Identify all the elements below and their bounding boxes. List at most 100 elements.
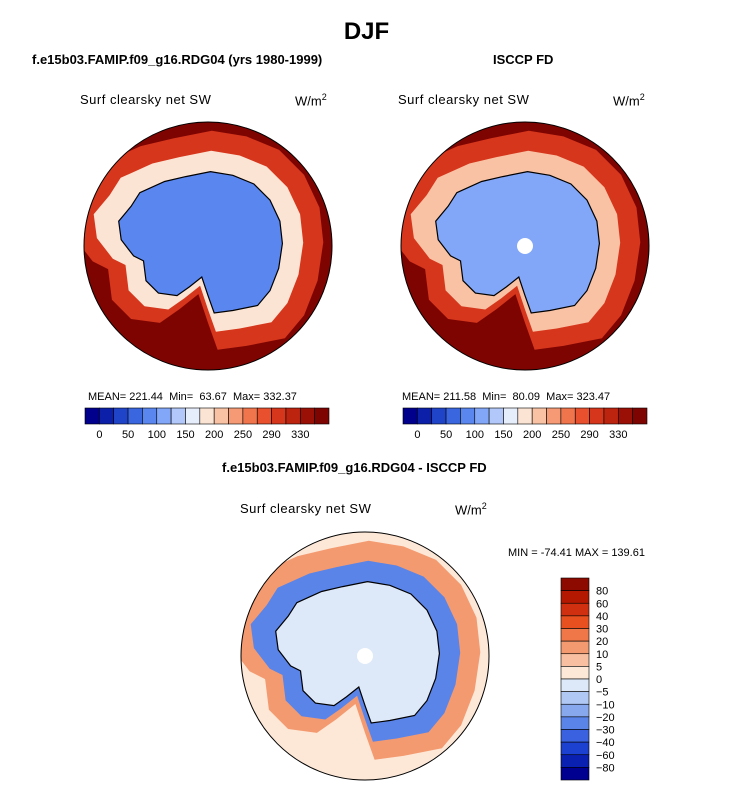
colorbar-tick-label: 20 bbox=[596, 636, 608, 648]
colorbar-tick-label: −40 bbox=[596, 737, 615, 749]
pole-hole bbox=[357, 648, 373, 664]
colorbar-swatch bbox=[517, 407, 533, 425]
colorbar-tick-label: −30 bbox=[596, 725, 615, 737]
colorbar-swatch bbox=[560, 640, 590, 655]
colorbar-tick-label: 250 bbox=[234, 429, 252, 441]
colorbar-tick-label: 0 bbox=[596, 674, 602, 686]
colorbar-swatch bbox=[589, 407, 605, 425]
colorbar-swatch bbox=[546, 407, 562, 425]
pole-hole bbox=[517, 238, 533, 254]
panel1-max: 332.37 bbox=[263, 391, 297, 403]
colorbar-swatch bbox=[560, 703, 590, 718]
colorbar-swatch bbox=[256, 407, 272, 425]
colorbar-swatch bbox=[560, 615, 590, 629]
colorbar-swatch bbox=[474, 407, 490, 425]
colorbar-tick-label: 50 bbox=[122, 429, 134, 441]
coastline bbox=[435, 170, 601, 314]
colorbar-swatch bbox=[228, 407, 244, 425]
colorbar-swatch bbox=[560, 754, 590, 768]
colorbar-swatch bbox=[271, 407, 287, 425]
colorbar-tick-label: 290 bbox=[262, 429, 280, 441]
colorbar-swatch bbox=[560, 729, 590, 743]
colorbar-tick-label: −20 bbox=[596, 712, 615, 724]
colorbar-swatch bbox=[560, 691, 590, 705]
colorbar-tick-label: 100 bbox=[466, 429, 484, 441]
colorbar-tick-label: 80 bbox=[596, 586, 608, 598]
colorbar-tick-label: 40 bbox=[596, 611, 608, 623]
colorbar-swatch bbox=[531, 407, 547, 425]
colorbar-tick-label: −5 bbox=[596, 687, 609, 699]
colorbar-swatch bbox=[560, 628, 590, 642]
colorbar-tick-label: −10 bbox=[596, 699, 615, 711]
panel1-stats: MEAN= 221.44 Min= 63.67 Max= 332.37 bbox=[88, 391, 297, 403]
map-boundary bbox=[83, 121, 333, 371]
colorbar-swatch bbox=[617, 407, 633, 425]
coastline bbox=[118, 170, 284, 314]
colorbar-swatch bbox=[127, 407, 143, 425]
colorbar-swatch bbox=[185, 407, 201, 425]
colorbar-swatch bbox=[213, 407, 229, 425]
colorbar-tick-label: 150 bbox=[494, 429, 512, 441]
colorbar-tick-label: 5 bbox=[596, 661, 602, 673]
colorbar-swatch bbox=[560, 577, 590, 591]
colorbar-swatch bbox=[632, 407, 648, 425]
colorbar-tick-label: 290 bbox=[580, 429, 598, 441]
polar-map-3 bbox=[241, 532, 489, 780]
panel2-title: ISCCP FD bbox=[493, 52, 554, 67]
colorbar-swatch bbox=[170, 407, 186, 425]
colorbar-swatch bbox=[156, 407, 172, 425]
colorbar-tick-label: 200 bbox=[205, 429, 223, 441]
colorbar-swatch bbox=[299, 407, 315, 425]
colorbar-swatch bbox=[445, 407, 461, 425]
colorbar-swatch bbox=[560, 602, 590, 617]
colorbar-swatch bbox=[142, 407, 158, 425]
panel1-units: W/m2 bbox=[295, 92, 327, 109]
page-title: DJF bbox=[343, 18, 390, 45]
colorbar-tick-label: 100 bbox=[148, 429, 166, 441]
colorbar-swatch bbox=[84, 407, 100, 425]
panel2-variable: Surf clearsky net SW bbox=[398, 92, 530, 107]
panel3-title: f.e15b03.FAMIP.f09_g16.RDG04 - ISCCP FD bbox=[222, 460, 487, 475]
colorbar-tick-label: 200 bbox=[523, 429, 541, 441]
colorbar-tick-label: 0 bbox=[96, 429, 102, 441]
colorbar-tick-label: 330 bbox=[291, 429, 309, 441]
colorbar-swatch bbox=[560, 666, 590, 680]
colorbar-tick-label: −60 bbox=[596, 750, 615, 762]
colorbar-swatch bbox=[431, 407, 447, 425]
panel2-min: 80.09 bbox=[512, 391, 541, 403]
panel2-units: W/m2 bbox=[613, 92, 645, 109]
colorbar-tick-label: 250 bbox=[552, 429, 570, 441]
colorbar-swatch bbox=[285, 407, 301, 425]
colorbar-swatch bbox=[560, 590, 590, 604]
colorbar-tick-label: 50 bbox=[440, 429, 452, 441]
colorbar-tick-label: 60 bbox=[596, 598, 608, 610]
colorbar-swatch bbox=[113, 407, 129, 425]
colorbar-swatch bbox=[417, 407, 433, 425]
colorbar-swatch bbox=[199, 407, 215, 425]
colorbar-tick-label: 30 bbox=[596, 624, 608, 636]
coastline bbox=[275, 580, 441, 724]
colorbar-swatch bbox=[488, 407, 504, 425]
panel1-variable: Surf clearsky net SW bbox=[80, 92, 212, 107]
panel3-units: W/m2 bbox=[455, 501, 487, 518]
region-antarctic-interior bbox=[435, 171, 600, 313]
colorbar-swatch bbox=[560, 678, 590, 692]
map-boundary bbox=[240, 531, 490, 781]
colorbar-tick-label: 330 bbox=[609, 429, 627, 441]
panel2-mean: 211.58 bbox=[443, 391, 477, 403]
colorbar-swatch bbox=[242, 407, 258, 425]
colorbar-swatch bbox=[99, 407, 114, 425]
polar-map-2 bbox=[401, 122, 649, 370]
colorbar-swatch bbox=[603, 407, 619, 425]
colorbar-swatch bbox=[560, 741, 590, 756]
colorbar-tick-label: −80 bbox=[596, 762, 615, 774]
colorbar-swatch bbox=[460, 407, 476, 425]
panel2-max: 323.47 bbox=[576, 391, 611, 403]
panel2-stats: MEAN= 211.58 Min= 80.09 Max= 323.47 bbox=[402, 391, 611, 403]
map-boundary bbox=[400, 121, 650, 371]
colorbar-swatch bbox=[314, 407, 330, 425]
region-antarctic-interior bbox=[275, 581, 440, 723]
colorbar-tick-label: 150 bbox=[176, 429, 194, 441]
colorbar-swatch bbox=[560, 407, 576, 425]
